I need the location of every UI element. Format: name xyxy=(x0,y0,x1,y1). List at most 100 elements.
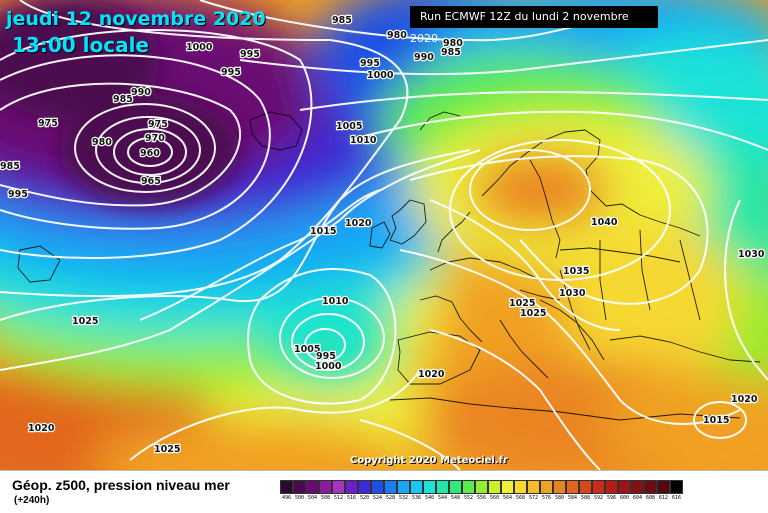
isobar-label: 995 xyxy=(316,351,336,362)
isobar-label: 990 xyxy=(131,87,151,98)
scale-cell: 536 xyxy=(410,480,423,501)
scale-cell: 516 xyxy=(345,480,358,501)
scale-tick-label: 580 xyxy=(554,495,565,501)
scale-tick-label: 508 xyxy=(320,495,331,501)
isobar-label: 1025 xyxy=(520,308,546,319)
isobar-label: 1015 xyxy=(703,415,729,426)
scale-cell: 496 xyxy=(280,480,293,501)
isobar-label: 1010 xyxy=(322,296,349,307)
scale-swatch xyxy=(579,480,592,494)
scale-cell: 560 xyxy=(488,480,501,501)
isobar-label: 1035 xyxy=(563,266,589,277)
isobar-labels: 985 1000 995 995 980 980 990 985 995 100… xyxy=(0,14,766,456)
legend-title: Géop. z500, pression niveau mer xyxy=(12,477,230,493)
isobar-label: 985 xyxy=(113,94,133,105)
map-canvas: 985 1000 995 995 980 980 990 985 995 100… xyxy=(0,0,768,470)
scale-swatch xyxy=(358,480,371,494)
isobar-label: 1010 xyxy=(350,135,377,146)
scale-cell: 512 xyxy=(332,480,345,501)
isobar-label: 1040 xyxy=(591,217,618,228)
scale-cell: 608 xyxy=(644,480,657,501)
isobar-label: 1000 xyxy=(367,70,394,81)
scale-cell: 596 xyxy=(605,480,618,501)
scale-cell: 604 xyxy=(631,480,644,501)
scale-tick-label: 500 xyxy=(294,495,305,501)
isobar-label: 1005 xyxy=(336,121,362,132)
scale-tick-label: 592 xyxy=(593,495,604,501)
scale-swatch xyxy=(397,480,410,494)
scale-cell: 588 xyxy=(579,480,592,501)
scale-cell: 568 xyxy=(514,480,527,501)
scale-tick-label: 576 xyxy=(541,495,552,501)
scale-swatch xyxy=(410,480,423,494)
scale-cell: 520 xyxy=(358,480,371,501)
isobar-label: 1000 xyxy=(186,42,213,53)
scale-swatch xyxy=(332,480,345,494)
scale-tick-label: 568 xyxy=(515,495,526,501)
scale-tick-label: 504 xyxy=(307,495,318,501)
isobar-label: 1030 xyxy=(559,288,586,299)
scale-tick-label: 552 xyxy=(463,495,474,501)
scale-tick-label: 612 xyxy=(658,495,669,501)
isobar-label: 995 xyxy=(8,189,28,200)
isobar-label: 1020 xyxy=(345,218,372,229)
legend-bar: Géop. z500, pression niveau mer (+240h) … xyxy=(0,470,768,513)
scale-swatch xyxy=(306,480,319,494)
scale-tick-label: 588 xyxy=(580,495,591,501)
scale-cell: 532 xyxy=(397,480,410,501)
scale-swatch xyxy=(657,480,670,494)
scale-swatch xyxy=(488,480,501,494)
scale-tick-label: 536 xyxy=(411,495,422,501)
scale-swatch xyxy=(501,480,514,494)
scale-cell: 556 xyxy=(475,480,488,501)
scale-cell: 576 xyxy=(540,480,553,501)
copyright-text: Copyright 2020 Meteociel.fr xyxy=(350,455,508,466)
isobar-label: 1005 xyxy=(294,344,320,355)
scale-cell: 540 xyxy=(423,480,436,501)
isobar-label: 995 xyxy=(221,67,241,78)
isobar-label: 1025 xyxy=(509,298,535,309)
legend-subtitle: (+240h) xyxy=(14,495,50,506)
scale-cell: 544 xyxy=(436,480,449,501)
scale-cell: 580 xyxy=(553,480,566,501)
scale-swatch xyxy=(670,480,683,494)
isobar-label: 995 xyxy=(360,58,380,69)
scale-tick-label: 572 xyxy=(528,495,539,501)
color-scale: 496 500 504 508 512 516 520 524 528 532 536 540 544 5… xyxy=(280,480,683,501)
scale-tick-label: 560 xyxy=(489,495,500,501)
isobar-label: 980 xyxy=(443,38,463,49)
scale-tick-label: 564 xyxy=(502,495,513,501)
scale-swatch xyxy=(540,480,553,494)
isobar-label: 985 xyxy=(0,161,20,172)
scale-cell: 524 xyxy=(371,480,384,501)
scale-tick-label: 604 xyxy=(632,495,643,501)
scale-tick-label: 496 xyxy=(281,495,292,501)
scale-swatch xyxy=(631,480,644,494)
isobar-label: 975 xyxy=(148,119,168,130)
isobar-label: 985 xyxy=(332,15,352,26)
scale-tick-label: 608 xyxy=(645,495,656,501)
scale-tick-label: 512 xyxy=(333,495,344,501)
isobars xyxy=(0,0,768,470)
scale-swatch xyxy=(449,480,462,494)
scale-swatch xyxy=(293,480,306,494)
scale-tick-label: 548 xyxy=(450,495,461,501)
scale-cell: 592 xyxy=(592,480,605,501)
weather-map: 985 1000 995 995 980 980 990 985 995 100… xyxy=(0,0,768,470)
geopotential-field xyxy=(0,0,768,470)
isobar-label: 970 xyxy=(145,133,165,144)
isobar-label: 1020 xyxy=(28,423,55,434)
isobar-label: 995 xyxy=(240,49,260,60)
scale-tick-label: 540 xyxy=(424,495,435,501)
scale-tick-label: 600 xyxy=(619,495,630,501)
scale-swatch xyxy=(384,480,397,494)
scale-cell: 600 xyxy=(618,480,631,501)
scale-tick-label: 544 xyxy=(437,495,448,501)
isobar-label: 985 xyxy=(441,47,461,58)
scale-swatch xyxy=(514,480,527,494)
scale-swatch xyxy=(436,480,449,494)
scale-swatch xyxy=(423,480,436,494)
scale-swatch xyxy=(592,480,605,494)
scale-swatch xyxy=(371,480,384,494)
scale-swatch xyxy=(605,480,618,494)
